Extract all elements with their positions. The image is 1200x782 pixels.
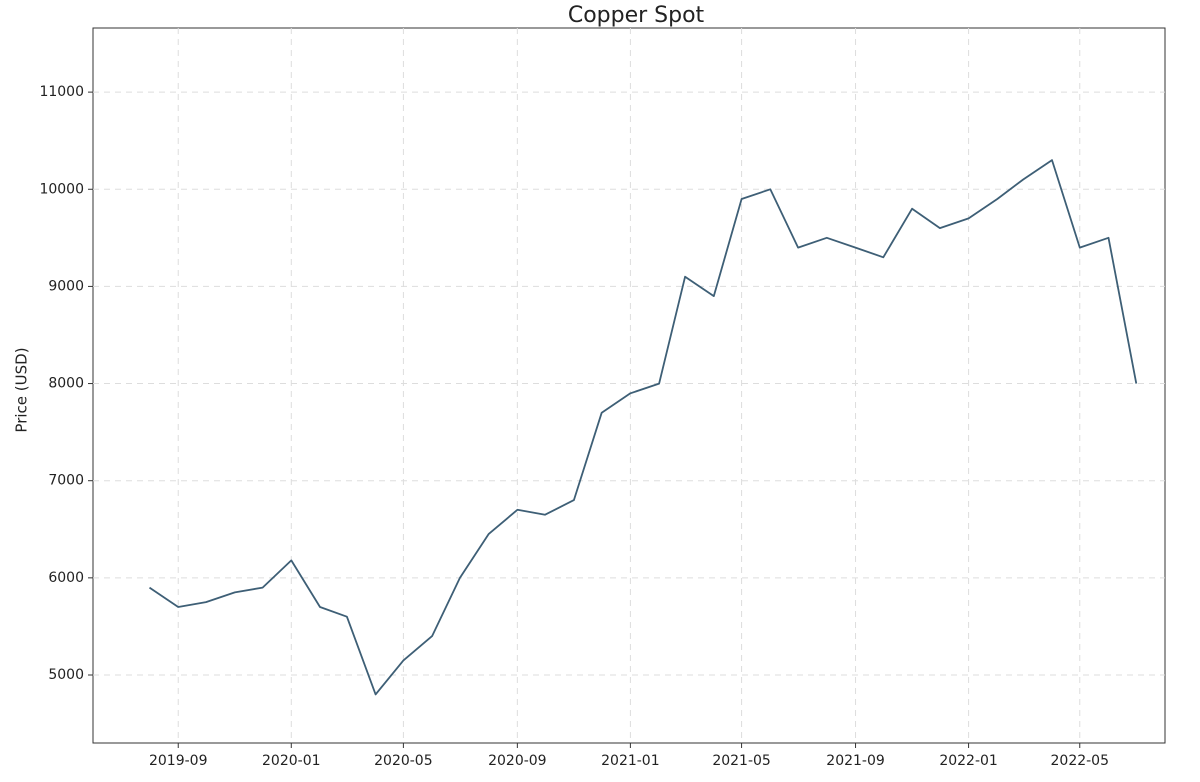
x-tick-label: 2022-01 [939, 753, 998, 769]
y-tick-label: 11000 [39, 84, 84, 100]
x-tick-label: 2021-01 [601, 753, 660, 769]
x-tick-label: 2021-09 [826, 753, 885, 769]
y-tick-label: 6000 [48, 570, 84, 586]
chart-title: Copper Spot [568, 3, 705, 28]
y-tick-label: 5000 [48, 667, 84, 683]
x-tick-label: 2020-01 [262, 753, 321, 769]
line-series [148, 159, 1138, 696]
x-tick-label: 2020-09 [488, 753, 547, 769]
x-tick-label: 2020-05 [374, 753, 433, 769]
y-axis-label: Price (USD) [13, 347, 31, 432]
x-tick-label: 2022-05 [1051, 753, 1110, 769]
y-tick-label: 7000 [48, 473, 84, 489]
x-tick-label: 2021-05 [712, 753, 771, 769]
y-tick-label: 10000 [39, 181, 84, 197]
x-tick-label: 2019-09 [149, 753, 208, 769]
y-tick-label: 9000 [48, 278, 84, 294]
plot-frame [92, 27, 1166, 744]
y-tick-label: 8000 [48, 376, 84, 392]
